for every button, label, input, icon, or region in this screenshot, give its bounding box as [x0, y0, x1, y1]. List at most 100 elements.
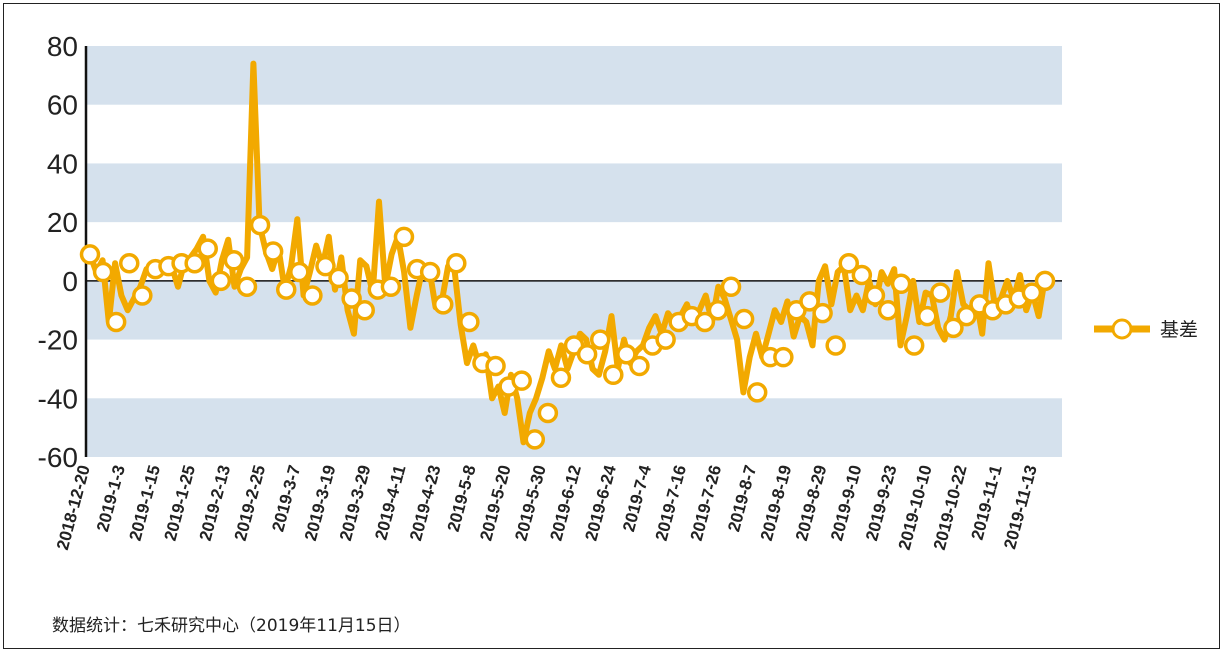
data-point — [223, 250, 245, 271]
data-point — [917, 305, 938, 327]
x-tick-label: 2019-3-29 — [336, 463, 374, 543]
data-point — [694, 311, 716, 333]
x-tick-label: 2019-5-30 — [511, 463, 549, 543]
series-line — [87, 60, 1048, 446]
x-tick-label: 2019-9-10 — [827, 463, 865, 543]
x-tick-label: 2019-5-8 — [444, 463, 480, 534]
data-point — [903, 335, 925, 356]
x-tick-label: 2019-1-3 — [93, 463, 129, 534]
x-tick-label: 2019-8-7 — [724, 463, 760, 534]
data-point — [341, 288, 362, 309]
x-tick-label: 2019-1-25 — [161, 463, 199, 543]
x-tick-label: 2019-8-29 — [792, 463, 830, 543]
data-point — [812, 302, 833, 324]
x-tick-label: 2019-3-19 — [301, 463, 339, 543]
y-tick-label: 80 — [47, 31, 78, 62]
data-point — [328, 267, 349, 289]
data-point — [380, 276, 402, 297]
data-point — [733, 308, 755, 330]
data-point — [184, 252, 205, 274]
x-tick-label: 2019-2-25 — [231, 463, 269, 543]
data-point — [616, 344, 637, 365]
data-point — [589, 329, 611, 350]
chart-frame: 80 60 40 20 0 -20 -40 -60 2018-12-20 2019-1-3 201… — [3, 3, 1220, 649]
y-tick-label: -20 — [38, 325, 78, 356]
data-point — [197, 238, 218, 259]
data-point — [956, 305, 977, 327]
data-point — [930, 282, 951, 303]
x-tick-label: 2019-10-10 — [895, 463, 936, 552]
data-point — [524, 429, 546, 450]
x-tick-label: 2019-3-7 — [268, 463, 304, 534]
x-tick-label: 2019-1-15 — [126, 463, 164, 543]
data-point — [629, 355, 650, 377]
series-basis — [79, 60, 1056, 450]
grid-band — [86, 163, 1062, 223]
data-point — [315, 255, 336, 277]
data-point — [511, 370, 532, 391]
x-tick-label: 2019-6-24 — [582, 463, 621, 543]
legend: 基差 — [1094, 318, 1198, 341]
data-point — [432, 294, 454, 315]
data-point — [262, 241, 284, 262]
data-point — [302, 285, 323, 306]
data-point — [773, 346, 794, 368]
x-tick-label: 2018-12-20 — [53, 463, 94, 552]
data-point — [105, 311, 127, 333]
data-point — [890, 273, 912, 295]
data-point — [1034, 270, 1056, 292]
x-tick-label: 2019-8-19 — [757, 463, 795, 543]
data-point — [419, 261, 441, 283]
data-point — [537, 402, 559, 424]
data-point — [746, 382, 768, 403]
y-tick-label: -40 — [38, 383, 78, 414]
x-tick-label: 2019-6-12 — [546, 463, 584, 543]
data-point — [118, 252, 140, 274]
x-tick-label: 2019-11-13 — [1000, 463, 1041, 551]
data-point — [851, 264, 873, 286]
data-point — [707, 299, 729, 321]
grid-band — [86, 398, 1062, 457]
data-point — [799, 291, 820, 312]
y-tick-label: 20 — [47, 207, 78, 238]
legend-label: 基差 — [1160, 319, 1198, 341]
x-tick-label: 2019-7-26 — [687, 463, 725, 543]
data-point — [877, 299, 899, 321]
data-point — [603, 364, 624, 386]
data-point — [289, 261, 310, 283]
data-point — [864, 285, 886, 306]
y-tick-label: 40 — [47, 148, 78, 179]
y-tick-label: 60 — [47, 90, 78, 121]
x-tick-label: 2019-4-23 — [406, 463, 444, 543]
y-tick-label: 0 — [62, 266, 78, 297]
data-point — [550, 367, 572, 388]
source-note: 数据统计：七禾研究中心（2019年11月15日） — [52, 616, 411, 636]
data-point — [576, 344, 598, 365]
legend-marker-swatch — [1111, 318, 1133, 340]
data-point — [132, 285, 153, 306]
data-point — [354, 299, 375, 321]
x-tick-label: 2019-5-20 — [476, 463, 514, 543]
x-tick-label: 2019-10-22 — [930, 463, 971, 552]
data-point — [943, 317, 964, 339]
x-tick-label: 2019-9-23 — [862, 463, 900, 543]
data-point — [1021, 282, 1043, 303]
x-tick-label: 2019-4-11 — [371, 463, 409, 542]
grid-band — [86, 46, 1062, 105]
data-point — [485, 355, 506, 377]
data-point — [459, 311, 480, 333]
x-tick-label: 2019-7-4 — [619, 463, 655, 534]
x-tick-label: 2019-2-13 — [196, 463, 234, 543]
y-axis-ticks: 80 60 40 20 0 -20 -40 -60 — [38, 31, 78, 473]
data-point — [655, 329, 676, 350]
data-point — [92, 261, 114, 283]
data-point — [393, 226, 415, 248]
y-tick-label: -60 — [38, 442, 78, 473]
data-point — [446, 252, 467, 274]
x-tick-label: 2019-11-1 — [968, 463, 1006, 542]
data-point — [825, 335, 846, 356]
data-point — [275, 279, 297, 300]
data-point — [210, 270, 232, 292]
data-point — [838, 252, 860, 274]
